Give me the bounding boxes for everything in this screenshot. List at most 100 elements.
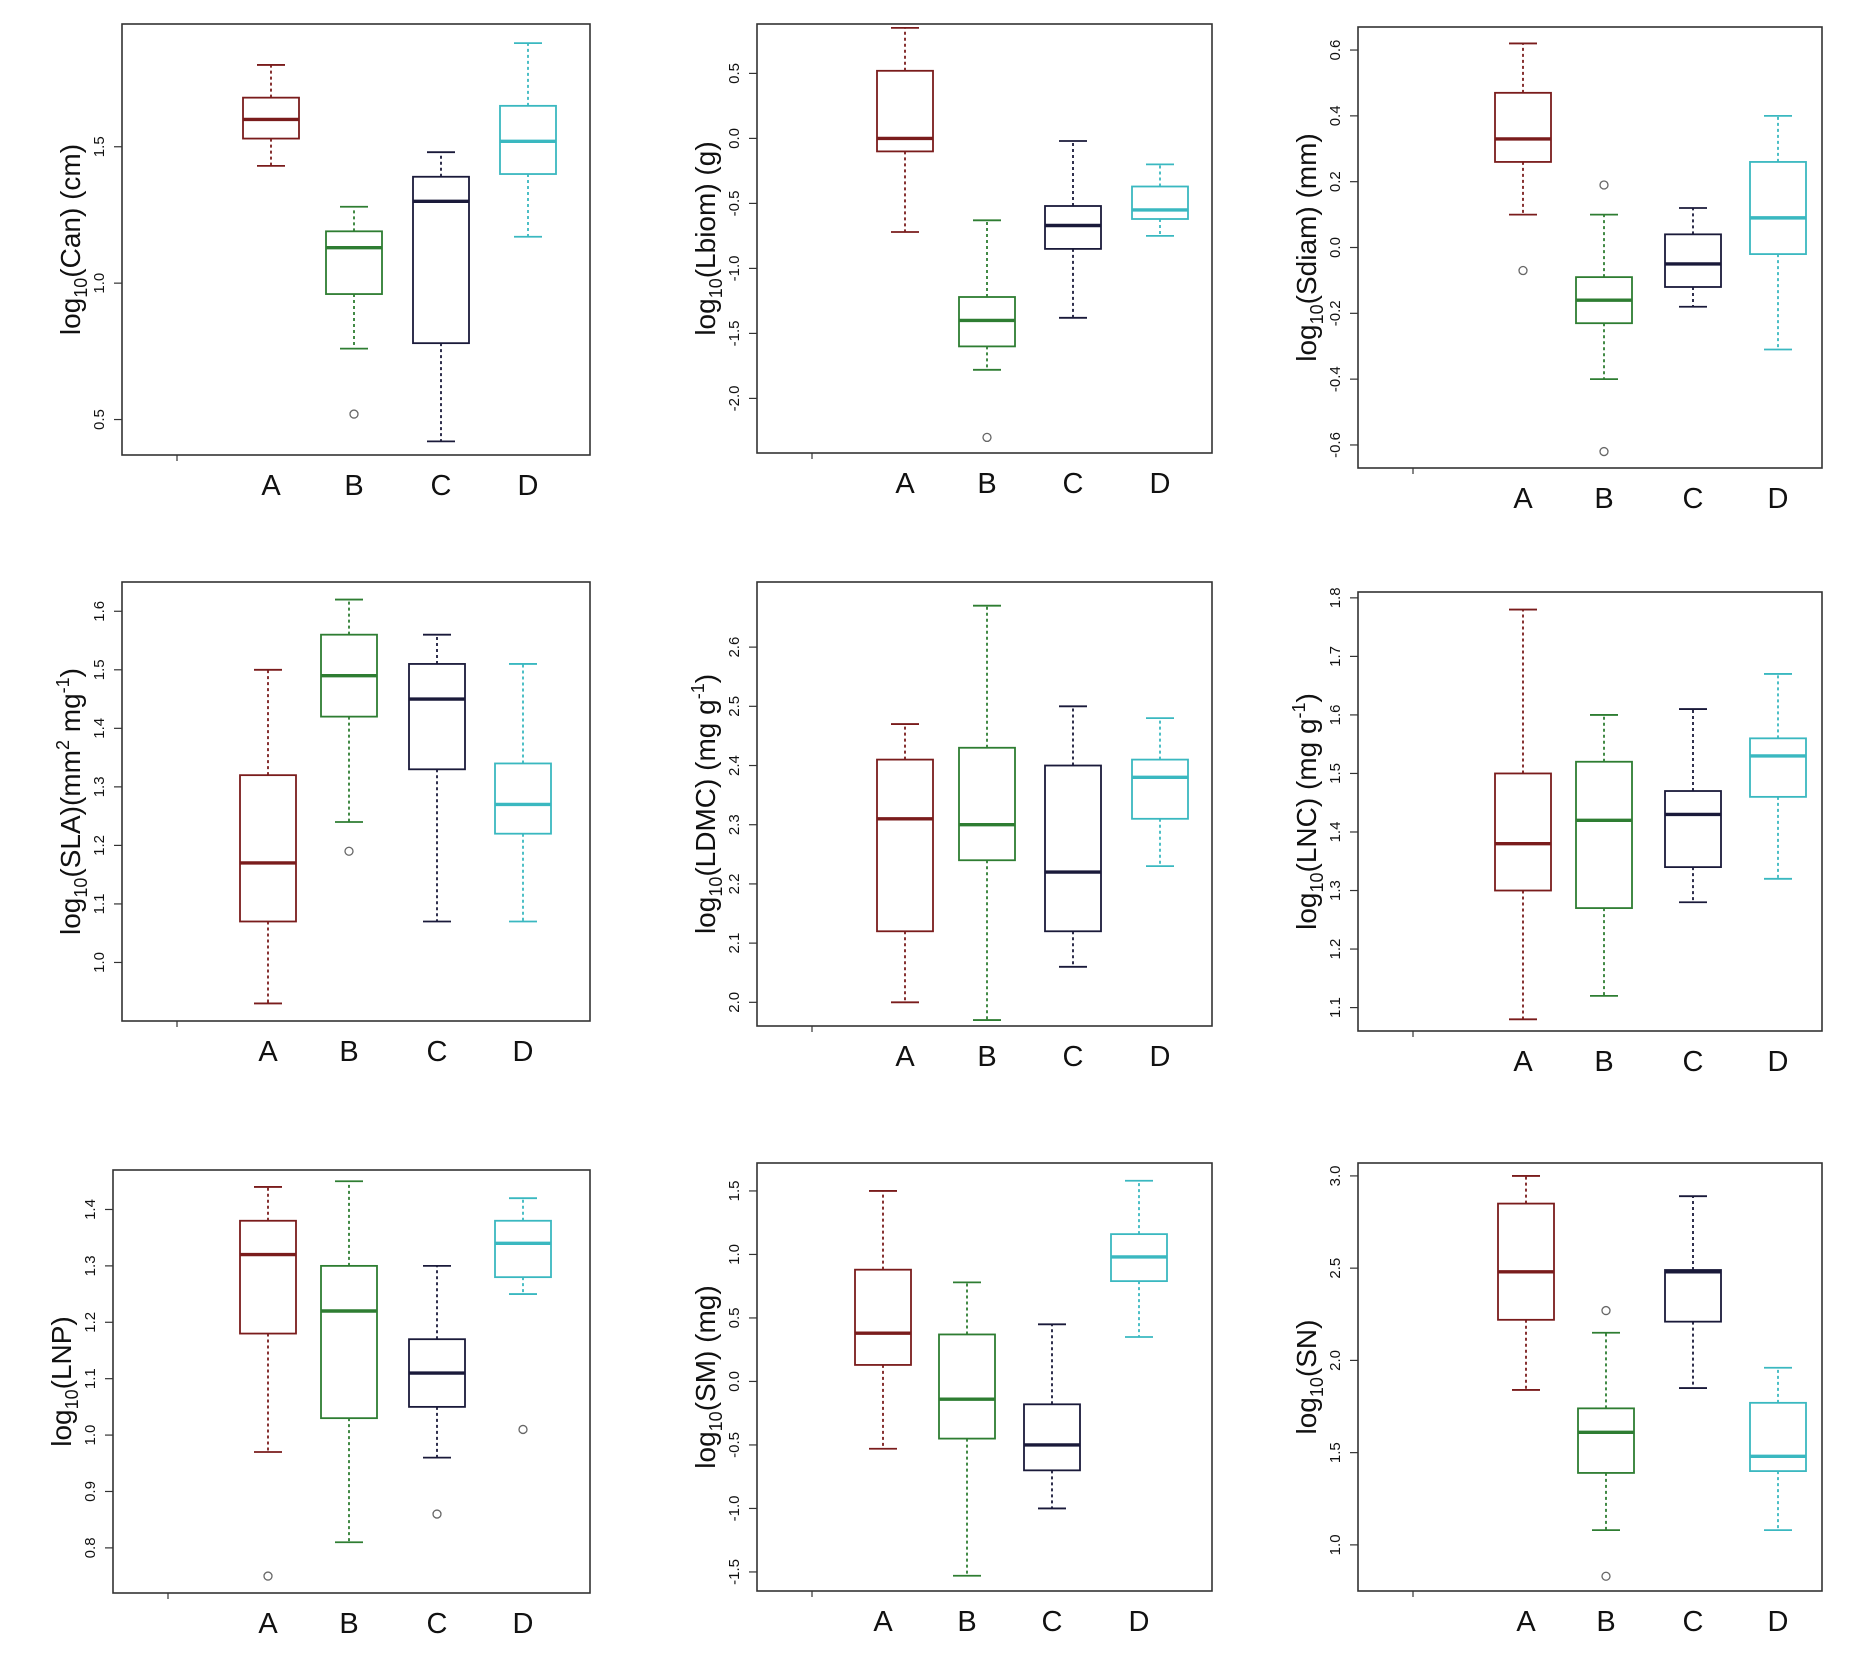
x-category-label: D <box>513 1608 534 1640</box>
box-A <box>854 1190 912 1450</box>
y-tick-label: 0.0 <box>1327 237 1344 258</box>
x-category-label: A <box>258 1608 278 1640</box>
outlier-point <box>1518 265 1528 276</box>
y-tick-label: 0.2 <box>1327 171 1344 192</box>
iqr-box <box>325 230 383 295</box>
y-tick-label: 1.2 <box>1327 939 1344 960</box>
iqr-box <box>1664 233 1722 288</box>
y-tick-label: -1.5 <box>726 1559 743 1585</box>
iqr-box <box>412 175 470 345</box>
y-tick-label: 2.5 <box>1327 1258 1344 1279</box>
iqr-box <box>1749 1401 1807 1472</box>
x-category-label: C <box>427 1608 448 1640</box>
box-D <box>1110 1179 1168 1338</box>
box-D <box>1749 114 1807 351</box>
box-C <box>1044 140 1102 319</box>
boxplot-panel-6: 1.1 1.2 1.3 1.4 1.5 1.6 1.7 1.8 log10(LNC) (mg g… <box>1289 587 1823 1078</box>
iqr-box <box>1494 772 1552 892</box>
y-tick-label: 2.1 <box>726 933 743 954</box>
x-category-label: D <box>513 1036 534 1068</box>
plot-frame <box>756 1162 1213 1592</box>
box-D <box>1131 717 1189 868</box>
y-axis-title: log10(SM) (mg) <box>690 1285 726 1468</box>
y-tick-label: 1.6 <box>91 601 108 622</box>
x-category-label: C <box>1042 1606 1063 1638</box>
iqr-box <box>1575 760 1633 909</box>
boxplot-panel-3: 0.6 0.4 0.2 0.0 -0.2 -0.4 -0.6 log10(Sdiam) (mm… <box>1291 26 1823 515</box>
y-tick-label: 1.0 <box>726 1244 743 1265</box>
y-tick-label: 1.4 <box>91 718 108 739</box>
y-axis-title: log10(Lbiom) (g) <box>690 141 726 335</box>
x-category-label: A <box>261 470 281 502</box>
iqr-box <box>1497 1202 1555 1321</box>
y-axis-title: log10(LNC) (mg g-1) <box>1289 693 1327 930</box>
y-tick-label: 3.0 <box>1327 1165 1344 1186</box>
y-tick-label: 1.4 <box>82 1199 99 1220</box>
iqr-box <box>1044 764 1102 933</box>
y-tick-label: 2.6 <box>726 637 743 658</box>
x-category-label: D <box>1150 468 1171 500</box>
y-tick-label: 2.5 <box>726 696 743 717</box>
y-tick-label: 1.3 <box>91 776 108 797</box>
iqr-box <box>854 1268 912 1366</box>
y-tick-label: 2.0 <box>726 992 743 1013</box>
x-category-label: A <box>873 1606 893 1638</box>
box-A <box>1497 1175 1555 1391</box>
box-A <box>239 668 297 1005</box>
y-tick-label: 1.7 <box>1327 646 1344 667</box>
iqr-box <box>494 1219 552 1279</box>
x-category-label: D <box>1768 1606 1789 1638</box>
outlier-point <box>263 1571 273 1581</box>
y-tick-label: 1.5 <box>726 1181 743 1202</box>
box-C <box>1044 705 1102 968</box>
y-axis-title: log10(LNP) <box>46 1316 82 1447</box>
y-tick-label: 1.5 <box>91 136 108 157</box>
outlier-point <box>518 1424 528 1435</box>
boxplot-panel-7: 0.8 0.9 1.0 1.1 1.2 1.3 1.4 log10(LNP) A B C D <box>46 1169 591 1640</box>
y-tick-label: 1.5 <box>1327 1442 1344 1463</box>
iqr-box <box>876 758 934 933</box>
y-tick-label: 0.5 <box>91 409 108 430</box>
x-category-label: B <box>344 470 363 502</box>
x-category-label: B <box>339 1608 358 1640</box>
plot-frame <box>1357 1162 1823 1592</box>
y-tick-label: 1.1 <box>82 1368 99 1389</box>
y-tick-label: 2.2 <box>726 873 743 894</box>
iqr-box <box>1044 205 1102 250</box>
x-category-label: B <box>957 1606 976 1638</box>
y-tick-label: 1.3 <box>82 1255 99 1276</box>
x-category-label: A <box>895 468 915 500</box>
y-tick-label: -0.6 <box>1327 432 1344 458</box>
box-D <box>494 1197 552 1435</box>
box-C <box>408 1264 466 1519</box>
box-D <box>499 42 557 238</box>
x-category-label: B <box>1596 1606 1615 1638</box>
x-category-label: C <box>431 470 452 502</box>
iqr-box <box>958 746 1016 862</box>
iqr-box <box>1664 1269 1722 1323</box>
x-category-label: C <box>427 1036 448 1068</box>
plot-frame <box>1357 591 1823 1032</box>
outlier-point <box>1599 180 1609 190</box>
y-tick-label: 1.6 <box>1327 704 1344 725</box>
y-tick-label: 1.5 <box>1327 763 1344 784</box>
y-tick-label: 1.0 <box>1327 1534 1344 1555</box>
boxplot-panel-2: 0.5 0.0 -0.5 -1.0 -1.5 -2.0 log10(Lbiom) (g) A B… <box>690 23 1213 500</box>
y-tick-label: 1.2 <box>82 1312 99 1333</box>
x-category-label: A <box>1516 1606 1536 1638</box>
y-axis-title: log10(Sdiam) (mm) <box>1291 133 1327 362</box>
outlier-point <box>1601 1305 1611 1316</box>
box-C <box>412 151 470 443</box>
y-tick-label: 0.8 <box>82 1537 99 1558</box>
x-category-label: C <box>1683 483 1704 515</box>
y-tick-label: -0.2 <box>1327 300 1344 326</box>
plot-frame <box>756 23 1213 454</box>
x-category-label: C <box>1683 1046 1704 1078</box>
y-tick-label: 2.0 <box>1327 1350 1344 1371</box>
boxplot-panel-8: 1.5 1.0 0.5 0.0 -0.5 -1.0 -1.5 log10(SM) (mg) A B… <box>690 1162 1213 1638</box>
plot-frame <box>121 23 591 456</box>
x-category-label: B <box>339 1036 358 1068</box>
box-A <box>239 1186 297 1581</box>
